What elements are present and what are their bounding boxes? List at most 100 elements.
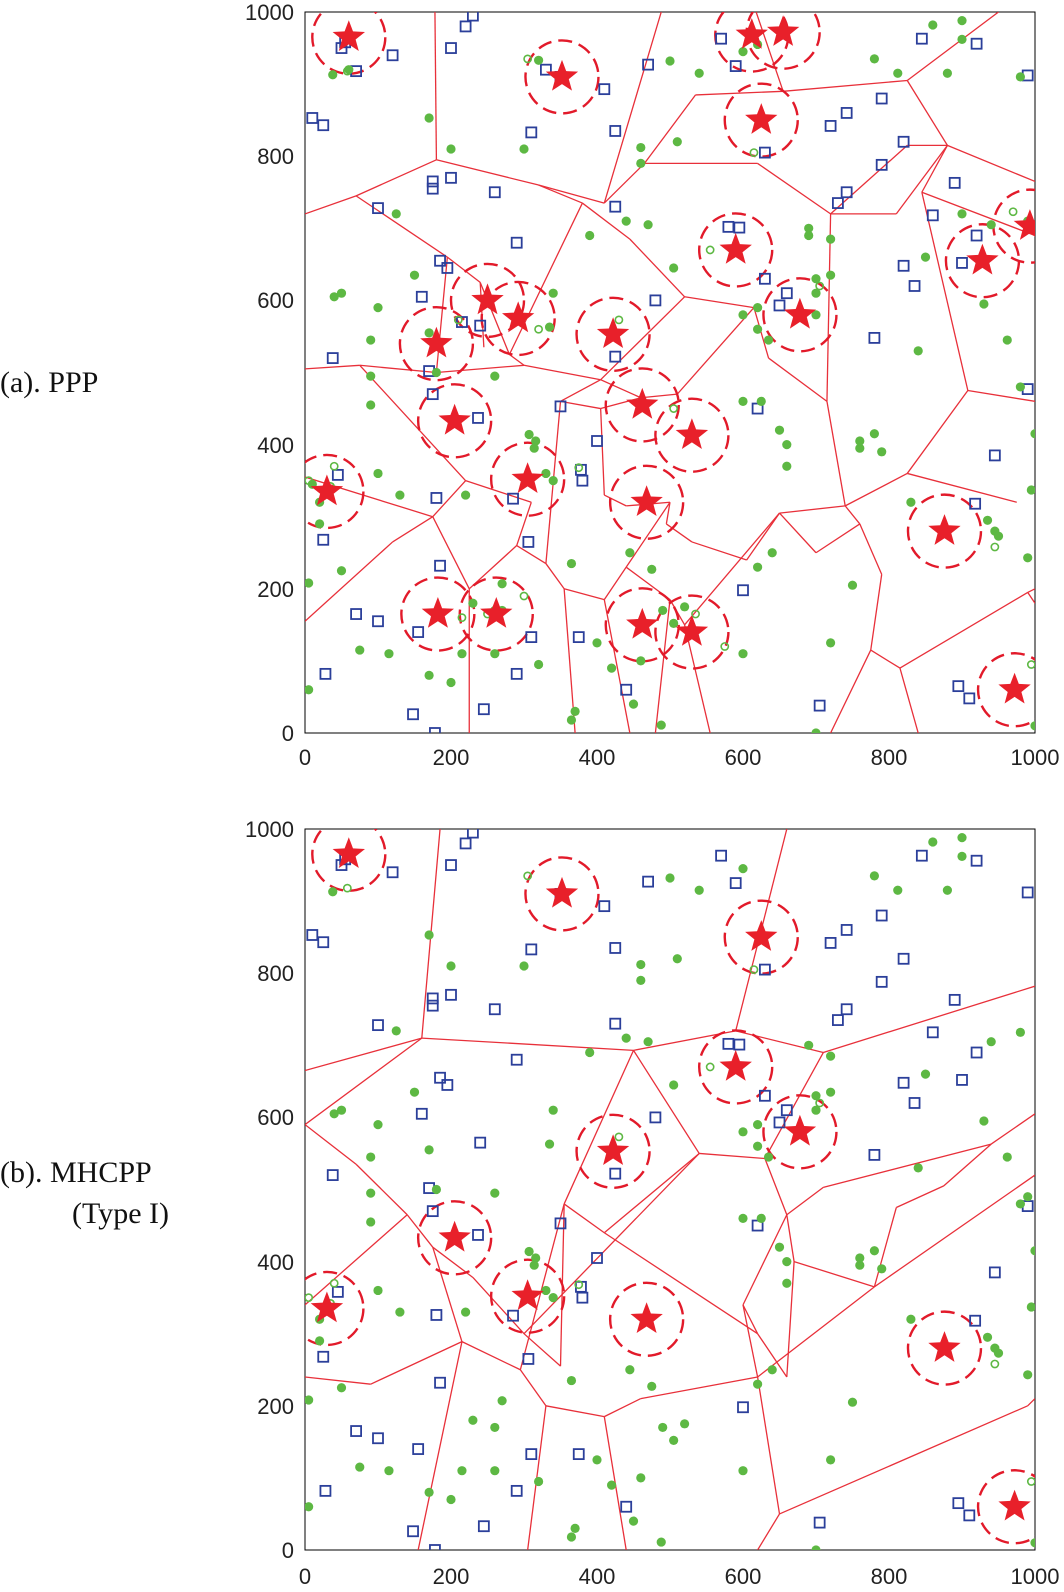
user-point <box>541 468 551 479</box>
small-cell-marker <box>952 1497 965 1510</box>
small-cell-marker <box>472 412 484 424</box>
user-point <box>424 670 434 680</box>
cell-boundary-line <box>906 12 999 82</box>
small-cell-marker <box>813 699 826 712</box>
cell-boundary-line <box>417 1341 463 1550</box>
small-cell-marker <box>372 1432 384 1445</box>
small-cell-marker <box>840 924 853 936</box>
cell-boundary-line <box>538 184 605 204</box>
user-point <box>373 1285 383 1296</box>
small-cell-marker <box>522 1353 535 1365</box>
y-tick-label: 0 <box>282 1538 294 1563</box>
coverage-circle <box>698 212 774 288</box>
user-point <box>336 1105 347 1115</box>
y-tick-label: 800 <box>257 961 294 986</box>
cell-boundary-line <box>421 1037 634 1051</box>
user-point <box>424 328 434 338</box>
small-cell-marker <box>875 975 888 988</box>
macro-base-station-star <box>310 1291 344 1323</box>
small-cell-marker <box>525 1448 538 1461</box>
user-point <box>329 1109 339 1119</box>
small-cell-marker <box>915 849 928 862</box>
coverage-circle <box>489 1258 566 1334</box>
user-point-open <box>815 281 825 291</box>
small-cell-marker <box>609 200 622 213</box>
small-cell-marker <box>525 126 538 139</box>
user-point <box>566 1532 577 1542</box>
small-cell-marker <box>759 146 771 159</box>
y-tick-label: 0 <box>282 721 294 746</box>
user-point-open <box>669 404 679 413</box>
user-point <box>636 656 646 666</box>
y-tick-label: 600 <box>257 1105 294 1130</box>
cell-boundary-line <box>355 1163 408 1216</box>
small-cell-marker <box>733 221 746 234</box>
user-point <box>738 1213 748 1223</box>
cell-boundary-line <box>786 1186 824 1216</box>
small-cell-marker <box>773 1116 786 1129</box>
user-point <box>942 885 953 895</box>
cell-boundary-line <box>676 307 755 395</box>
user-point <box>993 1348 1004 1358</box>
user-point <box>920 252 931 262</box>
cell-boundary-line <box>523 1152 700 1335</box>
cell-boundary-line <box>695 90 784 96</box>
user-point <box>305 1395 314 1405</box>
cell-boundary-line <box>896 1185 945 1209</box>
small-cell-marker <box>620 683 633 696</box>
macro-base-station-star <box>511 1279 544 1310</box>
macro-base-station-star <box>511 462 544 493</box>
user-point <box>431 1184 441 1195</box>
cell-boundary-line <box>870 574 883 651</box>
user-point <box>1030 1246 1035 1256</box>
small-cell-marker <box>510 236 523 249</box>
small-cell-marker <box>488 1003 501 1016</box>
small-cell-marker <box>466 829 479 839</box>
small-cell-marker <box>350 1425 363 1437</box>
small-cell-marker <box>507 1309 519 1322</box>
cell-boundary-line <box>509 353 525 366</box>
cell-boundary-line <box>305 1124 357 1165</box>
y-tick-label: 200 <box>257 577 294 602</box>
small-cell-marker <box>430 492 443 504</box>
user-point <box>592 1455 602 1465</box>
user-point-open <box>342 66 352 76</box>
small-cell-marker <box>372 1019 384 1032</box>
user-point-open <box>329 1278 339 1288</box>
panel-b-label-line2: (Type I) <box>72 1197 169 1230</box>
small-cell-marker <box>412 626 425 638</box>
coverage-circle <box>976 1469 1035 1545</box>
small-cell-marker <box>540 63 552 76</box>
macro-base-station-star <box>719 232 752 264</box>
small-cell-marker <box>407 708 419 721</box>
user-point <box>636 142 646 153</box>
user-point <box>548 288 558 298</box>
cell-boundary-line <box>921 192 969 391</box>
user-point-open <box>705 1062 715 1072</box>
user-point <box>1030 429 1035 439</box>
small-cell-marker <box>609 350 622 363</box>
small-cell-marker <box>591 1252 603 1264</box>
user-point <box>395 1307 405 1317</box>
small-cell-marker <box>554 400 567 413</box>
macro-base-station-star <box>928 1331 961 1362</box>
user-point <box>461 490 471 500</box>
small-cell-marker <box>576 474 589 487</box>
user-point <box>782 1278 792 1288</box>
small-cell-marker <box>609 1167 622 1180</box>
user-point <box>782 1257 792 1267</box>
coverage-circle <box>608 1281 685 1357</box>
macro-base-station-star <box>928 514 961 545</box>
small-cell-marker <box>441 1079 454 1091</box>
user-point <box>647 1381 657 1391</box>
macro-base-station-star <box>675 418 709 449</box>
cell-boundary-line <box>874 1174 1035 1288</box>
cell-boundary-line <box>604 494 627 507</box>
macro-base-station-star <box>998 672 1031 704</box>
user-point-open <box>705 245 715 255</box>
user-point <box>315 519 325 529</box>
small-cell-marker <box>434 1071 446 1084</box>
cell-boundary-line <box>947 144 1035 183</box>
user-point-open <box>305 476 314 486</box>
cell-boundary-line <box>830 649 872 733</box>
